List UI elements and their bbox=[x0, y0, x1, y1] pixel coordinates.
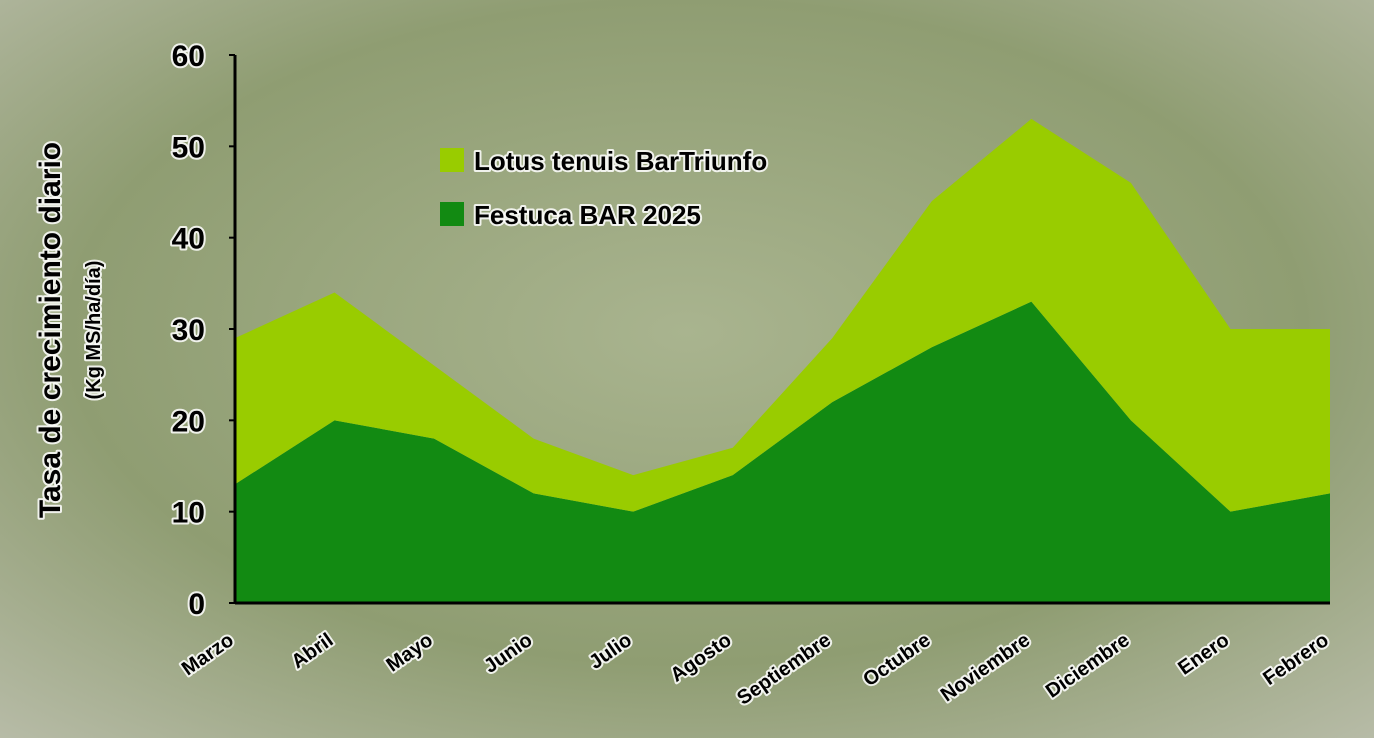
y-tick-label: 20 bbox=[172, 405, 205, 438]
legend-swatch bbox=[440, 202, 464, 226]
y-tick-label: 30 bbox=[172, 314, 205, 347]
legend-label: Festuca BAR 2025 bbox=[474, 200, 701, 230]
y-tick-label: 10 bbox=[172, 497, 205, 530]
chart: 0102030405060MarzoAbrilMayoJunioJulioAgo… bbox=[0, 0, 1374, 738]
y-tick-label: 60 bbox=[172, 40, 205, 73]
legend-label: Lotus tenuis BarTriunfo bbox=[474, 146, 767, 176]
y-axis-subtitle: (Kg MS/ha/día) bbox=[83, 261, 105, 400]
legend-swatch bbox=[440, 148, 464, 172]
y-tick-label: 50 bbox=[172, 131, 205, 164]
y-tick-label: 0 bbox=[188, 588, 205, 621]
y-tick-label: 40 bbox=[172, 223, 205, 256]
y-axis-title: Tasa de crecimiento diario bbox=[34, 142, 67, 518]
